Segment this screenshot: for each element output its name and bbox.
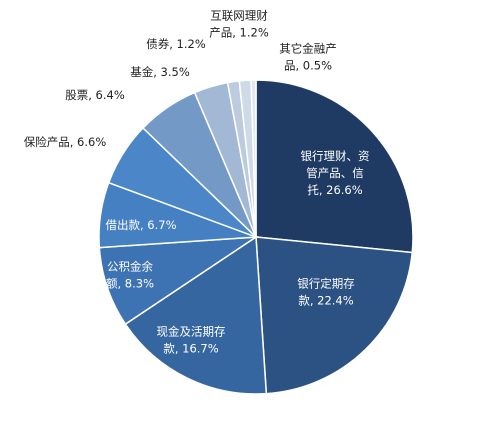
slice-label-1-line-3: 托, 26.6% xyxy=(307,183,362,197)
slice-label-9-line-1: 债券, 1.2% xyxy=(146,37,206,51)
slice-label-2-line-1: 银行定期存 xyxy=(297,277,355,291)
pie-slice-1 xyxy=(255,79,414,254)
slice-label-3: 现金及活期存款, 16.7% xyxy=(157,325,226,356)
slice-label-1-line-1: 银行理财、资 xyxy=(301,149,370,163)
slice-label-7: 股票, 6.4% xyxy=(65,88,125,102)
pie-slices xyxy=(98,79,414,395)
slice-label-2: 银行定期存款, 22.4% xyxy=(297,277,355,308)
slice-label-1-line-2: 管产品、信 xyxy=(306,166,364,180)
slice-label-6: 保险产品, 6.6% xyxy=(24,135,107,149)
pie-slice-3 xyxy=(124,235,268,395)
slice-label-4: 公积金余额, 8.3% xyxy=(106,260,154,291)
slice-label-9: 债券, 1.2% xyxy=(146,37,206,51)
slice-label-10: 互联网理财产品, 1.2% xyxy=(209,9,269,40)
slice-label-1: 银行理财、资管产品、信托, 26.6% xyxy=(301,149,370,197)
slice-label-3-line-2: 款, 16.7% xyxy=(163,342,218,356)
slice-label-8: 基金, 3.5% xyxy=(130,65,190,79)
slice-label-6-line-1: 保险产品, 6.6% xyxy=(24,135,107,149)
slice-label-4-line-2: 额, 8.3% xyxy=(106,277,154,291)
slice-label-10-line-1: 互联网理财 xyxy=(210,9,268,23)
slice-label-11: 其它金融产品, 0.5% xyxy=(279,42,337,73)
slice-label-5: 借出款, 6.7% xyxy=(105,218,176,232)
slice-label-7-line-1: 股票, 6.4% xyxy=(65,88,125,102)
slice-label-4-line-1: 公积金余 xyxy=(107,260,153,274)
slice-label-3-line-1: 现金及活期存 xyxy=(157,325,226,339)
pie-slice-11 xyxy=(250,79,257,238)
slice-label-2-line-2: 款, 22.4% xyxy=(298,294,353,308)
pie-slice-2 xyxy=(255,236,414,395)
slice-label-11-line-2: 品, 0.5% xyxy=(284,59,332,73)
slice-label-8-line-1: 基金, 3.5% xyxy=(130,65,190,79)
slice-labels: 银行理财、资管产品、信托, 26.6%银行定期存款, 22.4%现金及活期存款,… xyxy=(24,9,370,356)
slice-label-11-line-1: 其它金融产 xyxy=(279,42,337,56)
slice-label-5-line-1: 借出款, 6.7% xyxy=(105,218,176,232)
slice-label-10-line-2: 产品, 1.2% xyxy=(209,26,269,40)
